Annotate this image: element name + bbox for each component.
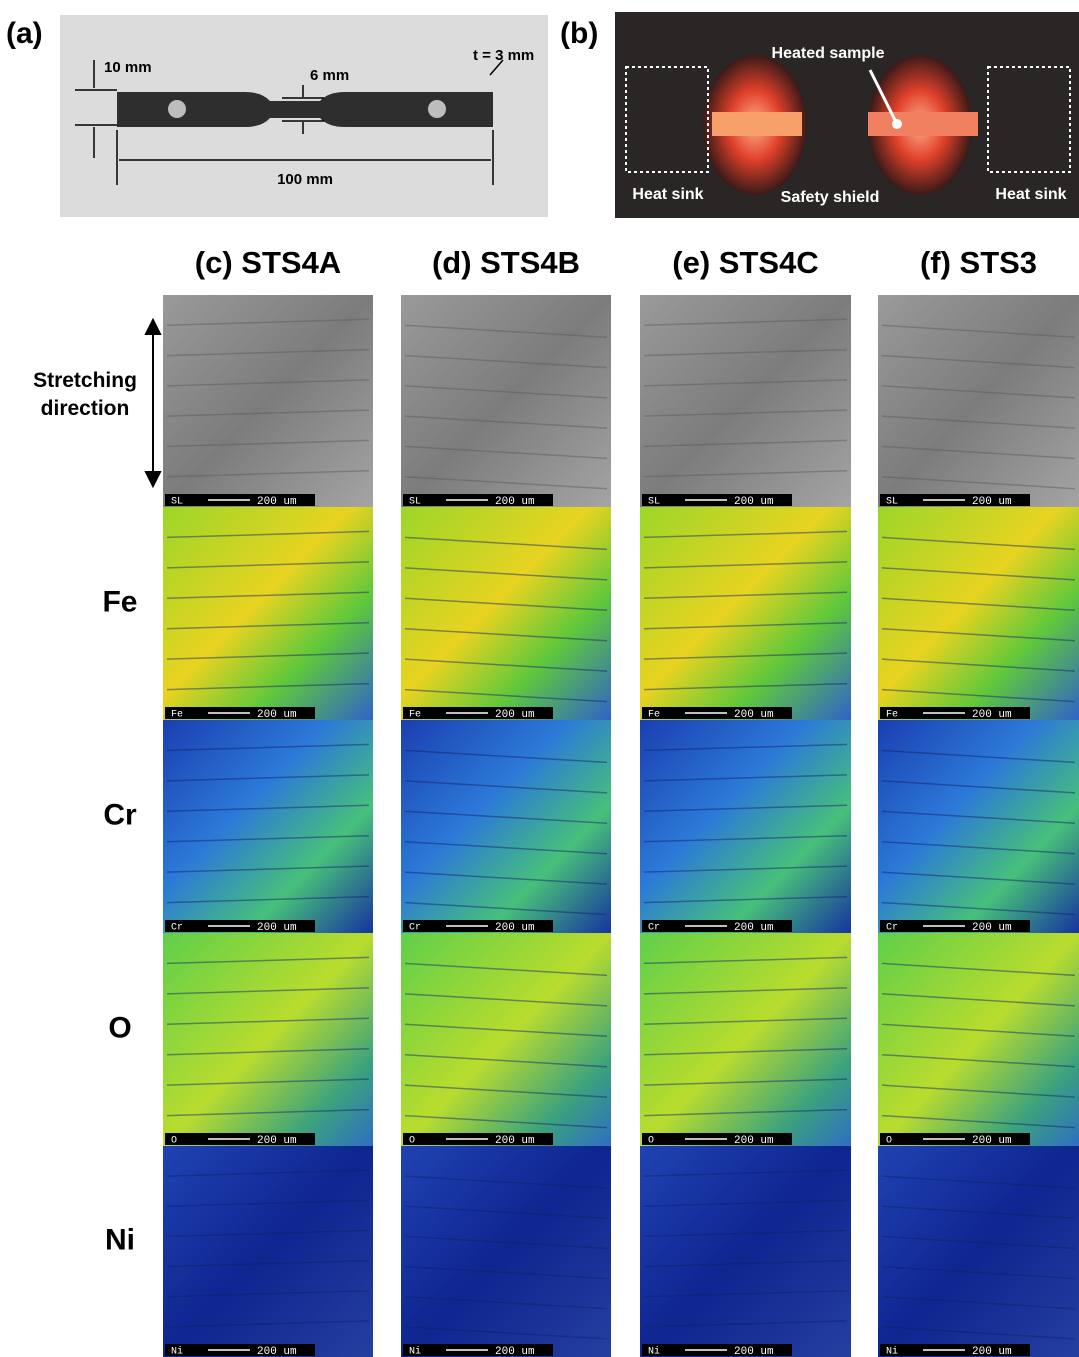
scale-bar-label: 200 um	[734, 1346, 774, 1357]
specimen-hole	[428, 100, 446, 118]
scale-bar-label: 200 um	[257, 922, 297, 934]
scale-bar-label: 200 um	[734, 1135, 774, 1147]
scale-bar-label: 200 um	[495, 922, 535, 934]
scale-bar-label: 200 um	[972, 1135, 1012, 1147]
panel-label: (b)	[560, 17, 598, 50]
tile-label: Ni	[409, 1346, 421, 1357]
scale-bar-label: 200 um	[972, 709, 1012, 721]
tile-label: O	[886, 1136, 892, 1147]
tile-label: Ni	[171, 1346, 183, 1357]
tile-label: O	[648, 1136, 654, 1147]
annotation: Heat sink	[632, 186, 703, 203]
tile-label: O	[409, 1136, 415, 1147]
column-title: (c) STS4A	[195, 245, 341, 280]
column-title: (e) STS4C	[672, 245, 818, 280]
dimension-label: t = 3 mm	[473, 47, 534, 64]
row-label: Stretching direction	[33, 369, 137, 420]
tile-label: Fe	[886, 710, 898, 721]
scale-bar-label: 200 um	[972, 922, 1012, 934]
tile-label: Ni	[886, 1346, 898, 1357]
scale-bar-label: 200 um	[495, 1135, 535, 1147]
tile-label: SL	[648, 497, 660, 508]
column-title: (f) STS3	[920, 245, 1037, 280]
specimen-hole	[168, 100, 186, 118]
annotation: Heat sink	[995, 186, 1066, 203]
scale-bar-label: 200 um	[257, 1135, 297, 1147]
row-label: O	[108, 1011, 131, 1044]
scale-bar-label: 200 um	[734, 922, 774, 934]
scale-bar-label: 200 um	[495, 1346, 535, 1357]
stretch-arrow	[146, 320, 160, 486]
tile-label: SL	[886, 497, 898, 508]
tile-label: Fe	[648, 710, 660, 721]
annotation: Safety shield	[781, 189, 880, 206]
pointer-dot	[892, 119, 902, 129]
panel-label: (a)	[6, 17, 43, 50]
scale-bar-label: 200 um	[257, 709, 297, 721]
row-label: Cr	[103, 798, 137, 831]
tile-label: Cr	[886, 923, 898, 934]
row-label-line: Stretching	[33, 369, 137, 392]
tile-label: Ni	[648, 1346, 660, 1357]
dimension-label: 100 mm	[277, 171, 333, 188]
scale-bar-label: 200 um	[257, 1346, 297, 1357]
tile-label: Cr	[409, 923, 421, 934]
scale-bar-label: 200 um	[734, 709, 774, 721]
sample-bar	[868, 112, 978, 136]
tile-label: SL	[171, 497, 183, 508]
scale-bar-label: 200 um	[495, 709, 535, 721]
tile-label: O	[171, 1136, 177, 1147]
row-label: Ni	[105, 1223, 135, 1256]
scale-bar-label: 200 um	[495, 496, 535, 508]
dimension-label: 6 mm	[310, 67, 349, 84]
dimension-label: 10 mm	[104, 59, 152, 76]
scale-bar-label: 200 um	[972, 496, 1012, 508]
row-label: Fe	[102, 585, 137, 618]
tile-label: SL	[409, 497, 421, 508]
figure: (a) 10 mm 6 mm t = 3 mm 100 mm (b) Heate…	[0, 0, 1079, 1357]
sample-bar	[712, 112, 802, 136]
scale-bar-label: 200 um	[972, 1346, 1012, 1357]
tile-label: Fe	[409, 710, 421, 721]
column-title: (d) STS4B	[432, 245, 580, 280]
scale-bar-label: 200 um	[734, 496, 774, 508]
tile-label: Cr	[171, 923, 183, 934]
scale-bar-label: 200 um	[257, 496, 297, 508]
tile-label: Fe	[171, 710, 183, 721]
annotation: Heated sample	[772, 45, 885, 62]
row-label-line: direction	[41, 397, 130, 420]
tile-label: Cr	[648, 923, 660, 934]
